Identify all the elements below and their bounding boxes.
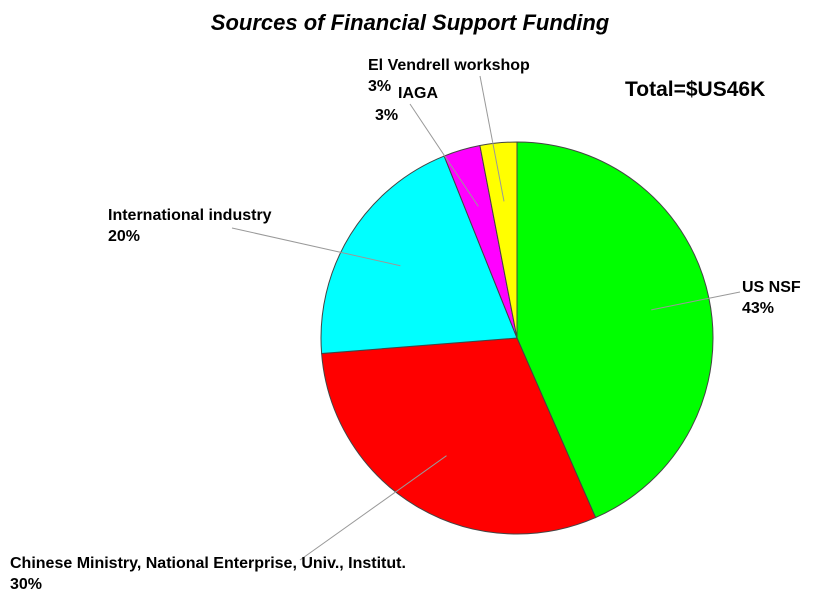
leader-us-nsf	[651, 291, 741, 311]
slice-international-industry	[320, 155, 518, 355]
leader-chinese-ministry	[299, 455, 447, 561]
label-chinese-ministry: Chinese Ministry, National Enterprise, U…	[10, 555, 406, 592]
slice-label-chinese-ministry: Chinese Ministry, National Enterprise, U…	[10, 555, 406, 572]
pie-slices	[320, 141, 714, 535]
slice-value-chinese-ministry: 30%	[10, 576, 42, 592]
label-international-industry: International industry 20%	[108, 207, 272, 245]
slice-value-el-vendrell: 3%	[368, 78, 391, 95]
leader-international-industry	[231, 227, 401, 267]
slice-chinese-ministry	[321, 337, 597, 535]
chart-title: Sources of Financial Support Funding	[211, 10, 610, 35]
slice-label-iaga: IAGA	[398, 85, 438, 102]
label-us-nsf: US NSF 43%	[742, 279, 801, 317]
slice-value-international-industry: 20%	[108, 228, 140, 245]
slice-label-international-industry: International industry	[108, 207, 272, 224]
slice-value-us-nsf: 43%	[742, 300, 774, 317]
leader-iaga	[409, 103, 479, 207]
leader-el-vendrell	[479, 75, 505, 202]
label-el-vendrell: El Vendrell workshop 3%	[368, 57, 530, 95]
slice-value-iaga: 3%	[375, 107, 398, 124]
slice-label-el-vendrell: El Vendrell workshop	[368, 57, 530, 74]
slice-label-us-nsf: US NSF	[742, 279, 801, 296]
slice-el-vendrell	[479, 141, 518, 339]
leader-lines	[231, 75, 741, 561]
label-iaga: IAGA 3%	[375, 85, 438, 124]
total-annotation: Total=$US46K	[625, 78, 765, 101]
